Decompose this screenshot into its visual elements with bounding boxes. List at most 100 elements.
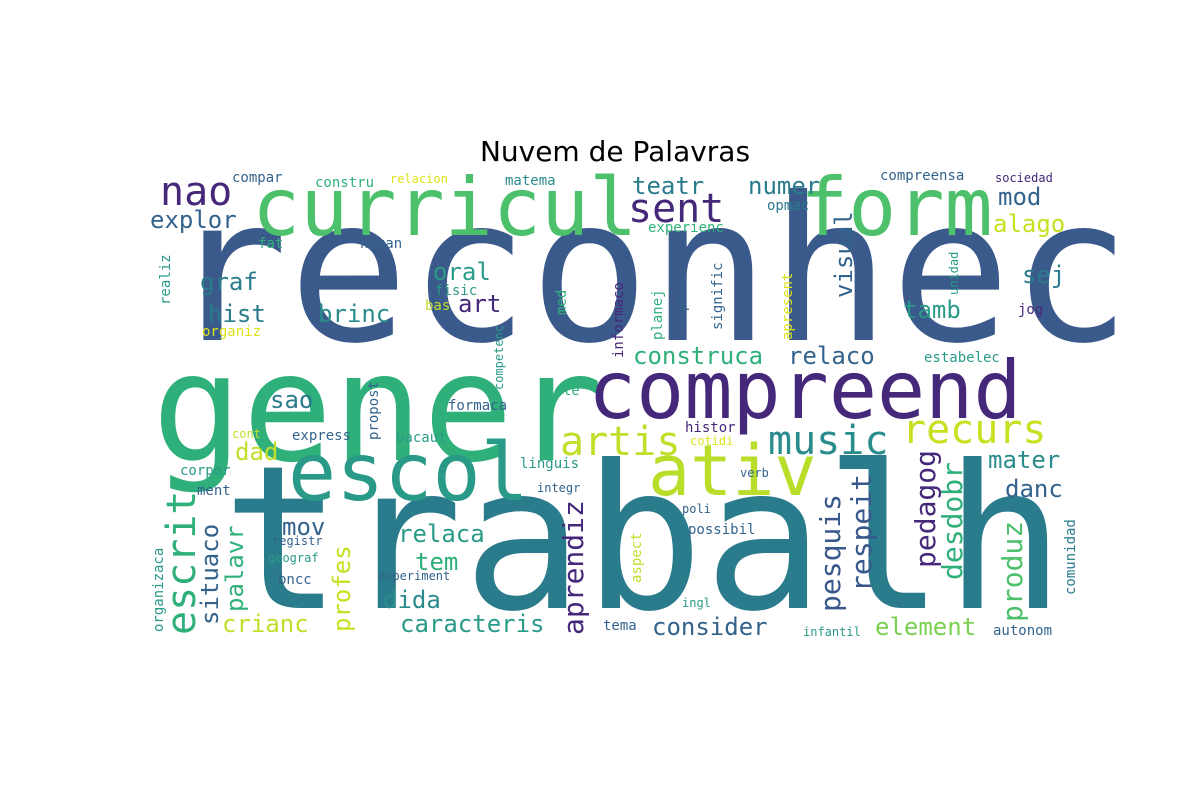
word-pedagog: pedagog <box>909 450 942 568</box>
word-construca: construca <box>633 342 763 370</box>
word-numer: numer <box>748 172 820 200</box>
word-compreensa: compreensa <box>880 168 964 184</box>
word-palavr: palavr <box>221 525 249 612</box>
word-reconhec: reconhec <box>168 155 1131 388</box>
word-bas: bas <box>425 298 450 314</box>
word-formaca: formaca <box>448 398 507 414</box>
word-cole: cole <box>546 383 580 399</box>
word-nao: nao <box>160 169 232 215</box>
word-sopmac: sopmac <box>674 277 690 328</box>
word-verb: verb <box>740 466 769 480</box>
word-histor: histor <box>685 420 736 436</box>
word-form: form <box>800 161 993 254</box>
word-constru: constru <box>315 175 374 191</box>
chart-title: Nuvem de Palavras <box>479 135 751 168</box>
word-integr: integr <box>537 481 580 495</box>
word-bncc: bncc <box>278 572 312 588</box>
word-danc: danc <box>1005 475 1063 503</box>
word-situaco: situaco <box>196 524 224 625</box>
word-fisic: fisic <box>435 283 477 299</box>
word-express: express <box>292 428 351 444</box>
word-compreend: compreend <box>588 344 1021 437</box>
word-sao: sao <box>270 386 313 414</box>
word-relaco: relaco <box>788 342 875 370</box>
word-aspect: aspect <box>629 532 645 583</box>
word-organiz: organiz <box>202 324 261 340</box>
word-infantil: infantil <box>803 625 861 639</box>
word-escrit: escrit <box>159 491 205 636</box>
word-opmac: opmac <box>767 198 809 214</box>
word-linguis: linguis <box>520 456 579 472</box>
word-tem: tem <box>415 548 458 576</box>
word-ment: ment <box>197 483 231 499</box>
word-tamb: tamb <box>903 296 961 324</box>
word-visual: visual <box>830 211 858 298</box>
word-organizaca: organizaca <box>151 548 167 632</box>
word-cotidi: cotidi <box>690 434 733 448</box>
word-produz: produz <box>996 521 1029 622</box>
word-unidad: unidad <box>947 252 961 295</box>
word-med: med <box>554 290 570 315</box>
word-cont: cont <box>232 427 261 441</box>
word-graf: graf <box>200 268 258 296</box>
word-recurs: recurs <box>902 407 1047 453</box>
word-trabalh: trabalh <box>222 423 1065 656</box>
word-aprendiz: aprendiz <box>557 500 590 635</box>
word-jog: jog <box>1018 302 1043 318</box>
word-teatr: teatr <box>632 172 704 200</box>
word-signific: signific <box>710 263 726 330</box>
word-planej: planej <box>650 289 666 340</box>
word-ativ: ativ <box>648 430 817 512</box>
word-mov: mov <box>282 513 325 541</box>
word-respeit: respeit <box>845 474 878 592</box>
word-desdobr: desdobr <box>936 462 969 580</box>
word-relaca: relaca <box>398 520 485 548</box>
word-escol: escol <box>288 426 529 519</box>
word-dida: dida <box>383 586 441 614</box>
word-artis: artis <box>560 419 680 465</box>
word-informaco: informaco <box>611 282 627 358</box>
word-relacion: relacion <box>390 172 448 186</box>
word-realiz: realiz <box>158 254 174 305</box>
word-human: human <box>360 236 402 252</box>
word-dad: dad <box>235 438 278 466</box>
word-gener: gener <box>152 322 604 496</box>
word-brinc: brinc <box>318 300 390 328</box>
word-mater: mater <box>988 446 1060 474</box>
word-sociedad: sociedad <box>995 171 1053 185</box>
word-mod: mod <box>998 183 1041 211</box>
word-corpor: corpor <box>180 463 231 479</box>
word-propost: propost <box>366 381 382 440</box>
word-registr: registr <box>272 534 323 548</box>
word-sej: sej <box>1022 261 1065 289</box>
word-pesquis: pesquis <box>814 494 847 612</box>
word-element: element <box>875 613 976 641</box>
word-poli: poli <box>682 502 711 516</box>
word-oacaut: oacaut <box>396 430 447 446</box>
word-art: art <box>458 290 501 318</box>
word-profes: profes <box>328 545 356 632</box>
word-possibil: possibil <box>688 522 755 538</box>
word-experienc: experienc <box>648 220 724 236</box>
word-consider: consider <box>652 613 768 641</box>
word-curricul: curricul <box>252 161 637 254</box>
word-geograf: geograf <box>268 551 319 565</box>
word-hist: hist <box>208 300 266 328</box>
word-fat: fat <box>258 236 283 252</box>
word-estabelec: estabelec <box>924 350 1000 366</box>
word-ingl: ingl <box>682 596 711 610</box>
word-matema: matema <box>505 173 556 189</box>
word-tema: tema <box>603 618 637 634</box>
word-caracteris: caracteris <box>400 610 545 638</box>
word-apresent: apresent <box>780 273 796 340</box>
word-compar: compar <box>232 170 283 186</box>
word-music: music <box>768 418 888 464</box>
word-explor: explor <box>150 206 237 234</box>
word-alago: alago <box>993 210 1065 238</box>
word-competenc: competenc <box>492 325 506 390</box>
word-experiment: experiment <box>378 569 450 583</box>
word-sent: sent <box>628 186 724 232</box>
word-oral: oral <box>433 258 491 286</box>
